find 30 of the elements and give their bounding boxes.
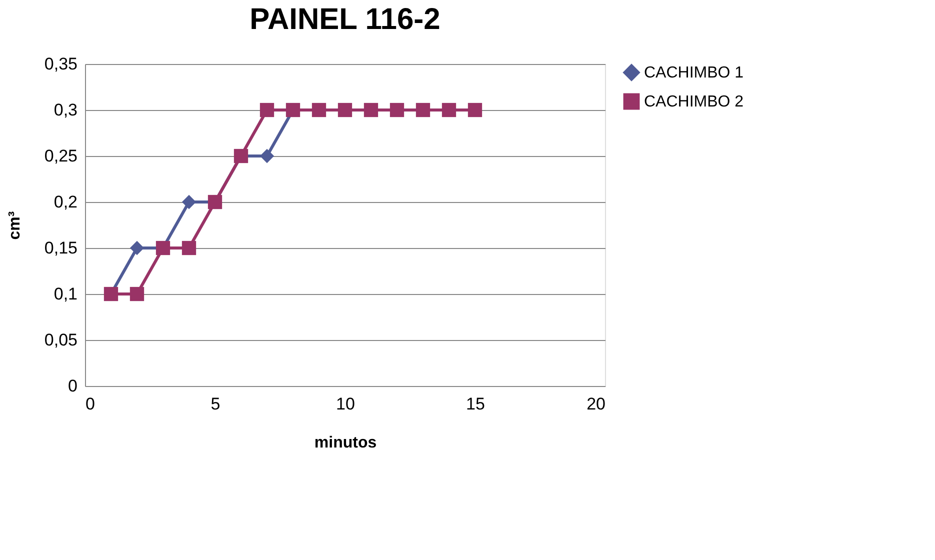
y-tick-label: 0,05 [44, 330, 78, 350]
point [416, 102, 430, 118]
y-axis-title: cm³ [6, 211, 24, 240]
x-tick-label: 0 [86, 394, 95, 414]
point [468, 102, 482, 118]
x-tick-label: 10 [336, 394, 355, 414]
legend-label: CACHIMBO 1 [644, 64, 744, 82]
x-tick-label: 5 [210, 394, 220, 414]
legend-label: CACHIMBO 2 [644, 94, 744, 110]
y-tick-label: 0,2 [54, 192, 78, 212]
point [364, 102, 378, 118]
point [182, 240, 196, 256]
x-tick-label: 20 [586, 394, 606, 414]
y-tick-label: 0,15 [44, 238, 78, 258]
point [130, 240, 144, 256]
x-axis-title: minutos [314, 434, 377, 452]
point [260, 102, 274, 118]
x-tick-label: 15 [466, 394, 485, 414]
y-tick-label: 0 [68, 376, 78, 396]
point [182, 194, 196, 210]
point [260, 148, 274, 164]
y-tick-label: 0,35 [44, 54, 78, 74]
y-tick-label: 0,1 [54, 284, 78, 304]
point [442, 102, 456, 118]
point [390, 102, 404, 118]
y-tick-label: 0,25 [44, 146, 78, 166]
chart-title: PAINEL 116-2 [250, 3, 440, 36]
point [338, 102, 352, 118]
y-tick-label: 0,3 [54, 100, 78, 120]
point [130, 286, 144, 302]
